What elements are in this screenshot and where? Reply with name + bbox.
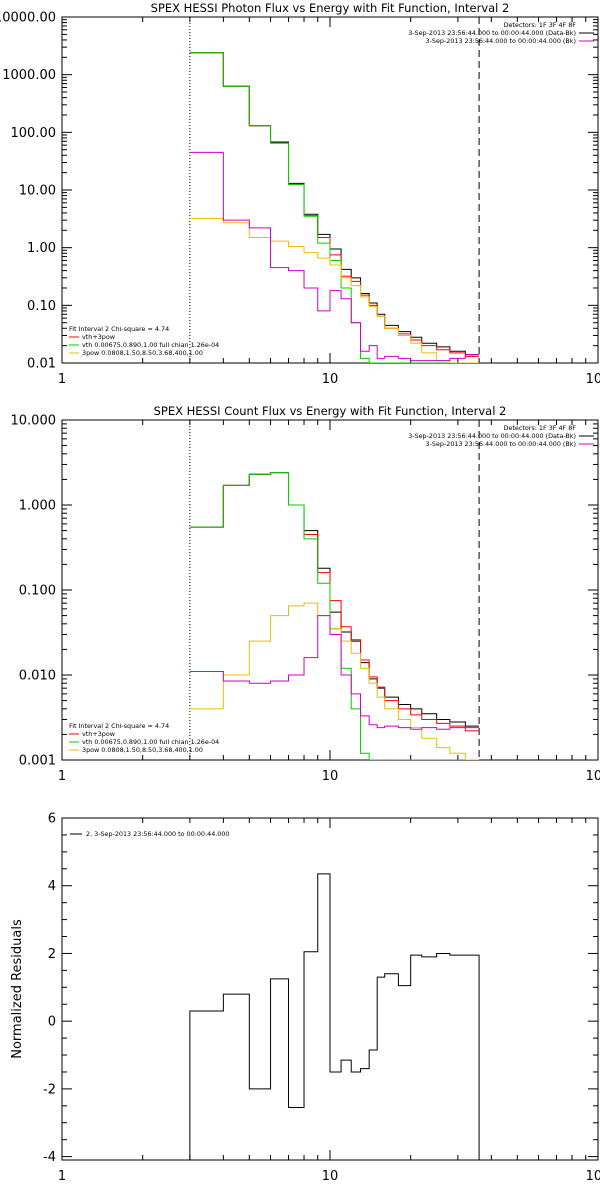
x-tick-label: 100 (586, 1169, 600, 1184)
y-tick-label: 0.100 (19, 584, 56, 599)
legend-header: Detectors: 1F 3F 4F 8F (504, 21, 577, 29)
series-line (189, 602, 480, 760)
series-line (189, 472, 480, 732)
series-group (189, 873, 480, 1160)
series-line (189, 52, 480, 363)
y-tick-label: 10.00 (19, 184, 56, 199)
series-line (189, 52, 480, 357)
y-tick-label: 10000.00 (0, 11, 56, 26)
y-tick-label: 0.10 (27, 299, 56, 314)
chart-title: SPEX HESSI Count Flux vs Energy with Fit… (154, 404, 507, 418)
y-tick-label: 4 (48, 879, 56, 894)
y-tick-label: 10.000 (11, 414, 57, 429)
y-tick-label: 0.001 (19, 754, 56, 769)
series-line (189, 151, 480, 362)
series-line (189, 218, 480, 363)
legend-label: 2. 3-Sep-2013 23:56:44.000 to 00:00:44.0… (86, 830, 230, 838)
series-line (189, 52, 480, 356)
y-tick-label: 6 (48, 812, 56, 827)
y-tick-label: 0.01 (27, 357, 56, 372)
y-tick-label: 0 (48, 1015, 56, 1030)
legend-header: Fit Interval 2 Chi-square = 4.74 (69, 325, 169, 333)
x-tick-label: 10 (322, 1169, 339, 1184)
x-tick-label: 10 (322, 769, 339, 784)
legend-label: vth 0.00675,0.890,1.00 full chian 1.26e-… (82, 341, 219, 349)
series-group (189, 52, 480, 363)
legend-header: Detectors: 1F 3F 4F 8F (504, 424, 577, 432)
series-line (189, 472, 480, 727)
chart-count: SPEX HESSI Count Flux vs Energy with Fit… (11, 404, 600, 784)
x-tick-label: 100 (586, 769, 600, 784)
y-tick-label: 1.00 (27, 241, 56, 256)
y-tick-label: 1000.00 (2, 68, 56, 83)
y-tick-label: -4 (43, 1150, 56, 1165)
chart-title: SPEX HESSI Photon Flux vs Energy with Fi… (151, 1, 510, 15)
x-tick-label: 10 (322, 372, 339, 387)
legend-label: 3-Sep-2013 23:56:44.000 to 00:00:44.000 … (426, 37, 576, 45)
x-tick-label: 1 (58, 372, 66, 387)
legend-label: 3pow 0.0808,1.50,8.50,3.68,400,1.00 (82, 746, 203, 754)
x-tick-label: 100 (586, 372, 600, 387)
chart-photon: SPEX HESSI Photon Flux vs Energy with Fi… (0, 1, 600, 387)
legend-label: 3pow 0.0808,1.50,8.50,3.68,400,1.00 (82, 349, 203, 357)
y-tick-label: 0.010 (19, 669, 56, 684)
series-line (189, 472, 480, 760)
y-axis-label: Normalized Residuals (10, 919, 25, 1059)
chart-residuals: 1 10 100 -4 -2 0 2 4 6 Normalized Residuals 2. 3-S… (10, 812, 600, 1185)
x-tick-label: 1 (58, 1169, 66, 1184)
legend-label: 3-Sep-2013 23:56:44.000 to 00:00:44.000 … (426, 440, 576, 448)
series-line (189, 615, 480, 730)
y-tick-label: -2 (43, 1082, 56, 1097)
legend-header: Fit Interval 2 Chi-square = 4.74 (69, 722, 169, 730)
y-tick-label: 2 (48, 947, 56, 962)
y-tick-label: 100.00 (11, 126, 57, 141)
series-group (189, 472, 480, 760)
legend-label: 3-Sep-2013 23:56:44.000 to 00:00:44.000 … (408, 432, 576, 440)
x-tick-label: 1 (58, 769, 66, 784)
legend-label: vth+3pow (82, 333, 115, 341)
y-tick-label: 1.000 (19, 499, 56, 514)
series-line (189, 873, 480, 1160)
legend-label: vth+3pow (82, 730, 115, 738)
legend-label: 3-Sep-2013 23:56:44.000 to 00:00:44.000 … (408, 29, 576, 37)
legend-label: vth 0.00675,0.890,1.00 full chian 1.26e-… (82, 738, 219, 746)
